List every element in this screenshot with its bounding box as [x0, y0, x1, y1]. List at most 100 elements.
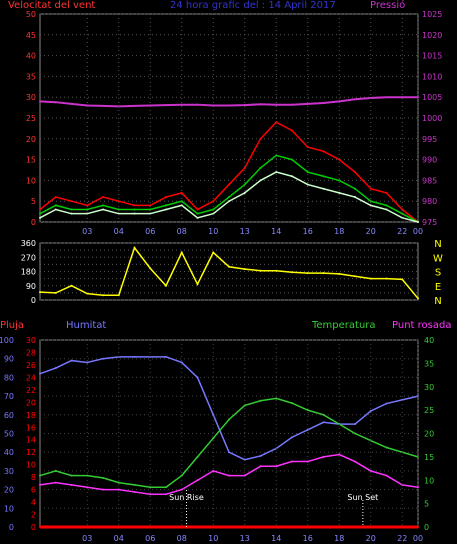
top-data-point	[196, 212, 199, 215]
humidity-tick-label: 50	[4, 430, 14, 439]
bottom-data-point	[70, 474, 73, 477]
top-series-line	[39, 154, 419, 223]
bottom-data-point	[259, 526, 262, 528]
top-data-point	[243, 191, 246, 194]
bottom-x-tick-label: 16	[303, 534, 313, 543]
bottom-x-tick-label: 10	[208, 534, 218, 543]
top-x-tick-label: 00	[413, 227, 423, 236]
top-data-point	[133, 104, 136, 107]
top-data-point	[291, 175, 293, 178]
wind-speed-tick-label: 20	[26, 135, 36, 144]
top-data-point	[228, 200, 230, 203]
bottom-data-point	[291, 436, 293, 439]
wind-speed-tick-label: 30	[26, 93, 36, 102]
top-data-point	[196, 208, 199, 211]
bottom-data-point	[117, 488, 120, 491]
wind-speed-tick-label: 0	[31, 218, 36, 227]
rain-tick-label: 0	[31, 523, 36, 532]
bottom-x-tick-label: 00	[413, 534, 423, 543]
direction-tick-label: 270	[21, 253, 36, 262]
top-data-point	[196, 103, 199, 106]
humidity-axis-title: Humitat	[66, 320, 107, 331]
top-data-point	[385, 96, 388, 99]
top-data-point	[54, 101, 57, 104]
bottom-data-point	[369, 469, 372, 472]
bottom-x-tick-label: 04	[114, 534, 124, 543]
top-x-tick-label: 13	[240, 227, 250, 236]
rain-tick-label: 26	[26, 361, 36, 370]
top-data-point	[306, 102, 309, 105]
top-data-point	[306, 183, 309, 186]
bottom-data-point	[117, 526, 120, 528]
top-data-point	[196, 216, 199, 219]
rain-tick-label: 2	[31, 511, 36, 520]
bottom-data-point	[39, 483, 41, 486]
pressure-tick-label: 1015	[422, 52, 442, 61]
bottom-data-point	[291, 526, 293, 528]
humidity-tick-label: 30	[4, 467, 14, 476]
top-data-point	[228, 183, 230, 186]
bottom-data-point	[259, 399, 262, 402]
bottom-data-point	[306, 460, 309, 463]
top-data-point	[291, 158, 293, 161]
direction-data-point	[401, 278, 404, 281]
bottom-data-point	[54, 481, 57, 484]
rain-tick-label: 28	[26, 348, 36, 357]
bottom-data-point	[417, 486, 419, 489]
bottom-data-point	[275, 397, 278, 400]
top-data-point	[369, 204, 372, 207]
bottom-data-point	[39, 372, 41, 375]
bottom-data-point	[259, 465, 262, 468]
wind-speed-tick-label: 35	[26, 72, 36, 81]
bottom-data-point	[133, 490, 136, 493]
top-data-point	[401, 96, 404, 99]
top-data-point	[180, 200, 183, 203]
bottom-series-line	[39, 397, 419, 489]
bottom-data-point	[212, 413, 215, 416]
wind-speed-tick-label: 40	[26, 52, 36, 61]
rain-tick-label: 6	[31, 486, 36, 495]
bottom-data-point	[70, 483, 73, 486]
top-data-point	[275, 171, 278, 174]
top-data-point	[354, 187, 356, 190]
bottom-data-point	[86, 361, 89, 364]
direction-data-point	[165, 284, 167, 287]
top-data-point	[165, 208, 167, 211]
direction-data-point	[243, 268, 246, 271]
bottom-data-point	[369, 410, 372, 413]
top-data-point	[70, 200, 73, 203]
bottom-x-tick-label: 03	[82, 534, 92, 543]
direction-data-point	[291, 271, 293, 274]
top-data-point	[165, 104, 167, 107]
bottom-data-point	[291, 460, 293, 463]
pressure-tick-label: 1010	[422, 72, 442, 81]
top-data-point	[39, 208, 41, 211]
rain-tick-label: 18	[26, 411, 36, 420]
humidity-tick-label: 40	[4, 448, 14, 457]
bottom-data-point	[275, 526, 278, 528]
direction-data-point	[338, 272, 341, 275]
pressure-tick-label: 1005	[422, 93, 442, 102]
bottom-data-point	[228, 418, 230, 421]
direction-data-point	[196, 283, 199, 286]
top-x-tick-label: 04	[114, 227, 124, 236]
top-data-point	[385, 204, 388, 207]
bottom-data-point	[180, 361, 183, 364]
pressure-tick-label: 1025	[422, 10, 442, 19]
wind-speed-tick-label: 45	[26, 31, 36, 40]
top-data-point	[322, 102, 325, 105]
dew-point-axis-title: Punt rosada	[392, 320, 452, 331]
bottom-data-point	[180, 488, 183, 491]
rain-tick-label: 20	[26, 398, 36, 407]
top-data-point	[354, 196, 356, 199]
bottom-data-point	[354, 432, 356, 435]
direction-data-point	[385, 277, 388, 280]
bottom-data-point	[275, 465, 278, 468]
top-data-point	[133, 204, 136, 207]
direction-data-point	[149, 267, 152, 270]
bottom-data-point	[86, 486, 89, 489]
pressure-tick-label: 980	[422, 197, 437, 206]
wind-speed-tick-label: 25	[26, 114, 36, 123]
bottom-data-point	[165, 526, 167, 528]
